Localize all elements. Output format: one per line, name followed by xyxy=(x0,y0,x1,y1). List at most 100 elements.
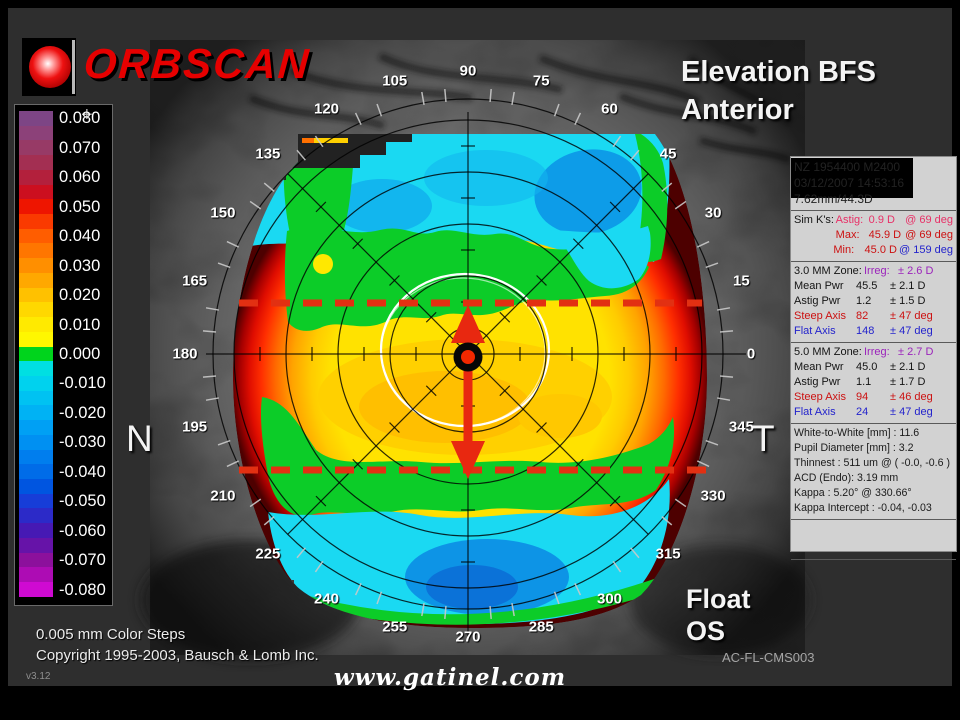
scale-label: -0.040 xyxy=(59,462,106,481)
biometry-line: ACD (Endo): 3.19 mm xyxy=(794,472,899,484)
angle-label-180: 180 xyxy=(172,345,198,363)
scale-band xyxy=(19,199,53,215)
biometry-line: Pupil Diameter [mm] : 3.2 xyxy=(794,442,914,454)
angle-label-120: 120 xyxy=(313,100,340,118)
panel-cell: 45.0 xyxy=(856,361,878,373)
panel-cell: Irreg: xyxy=(864,265,890,277)
scale-band xyxy=(19,508,53,524)
panel-cell: 5.0 MM Zone: xyxy=(794,346,862,358)
scale-band xyxy=(19,434,53,450)
scale-label: -0.060 xyxy=(59,521,106,540)
angle-tick-marks xyxy=(202,88,734,620)
panel-cell: @ 69 deg xyxy=(905,214,953,226)
zone-row: Flat Axis 148 ± 47 deg xyxy=(794,324,953,339)
panel-cell: ± 47 deg xyxy=(890,325,933,337)
scale-band xyxy=(19,449,53,465)
panel-cell: ± 2.1 D xyxy=(890,361,926,373)
scale-band xyxy=(19,464,53,479)
panel-cell: ± 1.7 D xyxy=(890,376,926,388)
panel-cell: 1.2 xyxy=(856,295,872,307)
scale-band xyxy=(19,169,53,185)
zone-section: 5.0 MM Zone: Irreg: ± 2.7 D Mean Pwr 45.0 ± 2… xyxy=(791,343,956,424)
biometry-line: White-to-White [mm] : 11.6 xyxy=(794,427,920,439)
arrow-head-up xyxy=(451,305,485,343)
biometry-line: Kappa Intercept : -0.04, -0.03 xyxy=(794,502,932,514)
data-streak xyxy=(302,138,348,143)
panel-cell: ± 2.1 D xyxy=(890,280,926,292)
zone-title-row: 5.0 MM Zone: Irreg: ± 2.7 D xyxy=(794,345,953,360)
scale-label: 0.020 xyxy=(59,286,101,305)
map-title-line2: Anterior xyxy=(681,94,794,126)
logo-sphere-icon xyxy=(29,46,71,88)
scale-band xyxy=(19,125,53,141)
angle-label-315: 315 xyxy=(655,545,681,563)
panel-cell: Irreg: xyxy=(864,346,890,358)
scale-band xyxy=(19,552,53,568)
simk-row: Min: 45.0 D @ 159 deg xyxy=(794,243,953,258)
brand-name: ORBSCAN xyxy=(82,40,313,87)
panel-cell: Astig Pwr xyxy=(794,376,841,388)
angle-label-285: 285 xyxy=(528,618,554,636)
scale-label: 0.050 xyxy=(59,197,101,216)
sim-k-section: Sim K's: Astig: 0.9 D @ 69 deg Max: 45.9 D @ 6… xyxy=(791,211,956,262)
panel-cell: Steep Axis xyxy=(794,310,846,322)
float-mode-label: Float xyxy=(686,584,751,614)
scale-band xyxy=(19,420,53,435)
angle-label-30: 30 xyxy=(704,204,722,221)
angle-label-330: 330 xyxy=(700,487,726,504)
angle-label-210: 210 xyxy=(210,487,236,504)
zone-row: Mean Pwr 45.0 ± 2.1 D xyxy=(794,360,953,375)
simk-row: Max: 45.9 D @ 69 deg xyxy=(794,228,953,243)
angle-label-165: 165 xyxy=(182,272,208,290)
scale-band xyxy=(19,567,53,582)
simk-row: Sim K's: Astig: 0.9 D @ 69 deg xyxy=(794,213,953,228)
angle-label-195: 195 xyxy=(182,418,208,436)
angle-label-270: 270 xyxy=(455,628,481,646)
angle-label-75: 75 xyxy=(532,72,550,90)
angle-label-255: 255 xyxy=(382,618,408,636)
scale-band xyxy=(19,331,53,347)
zone-row: Mean Pwr 45.5 ± 2.1 D xyxy=(794,279,953,294)
scale-band xyxy=(19,582,53,597)
scale-label: 0.080 xyxy=(59,109,101,128)
scale-band xyxy=(19,361,53,376)
scale-band xyxy=(19,287,53,303)
panel-cell: ± 47 deg xyxy=(890,310,933,322)
zone-row: Flat Axis 24 ± 47 deg xyxy=(794,405,953,420)
exam-datetime: 03/12/2007 14:53:16 xyxy=(794,176,905,190)
panel-cell: Mean Pwr xyxy=(794,280,844,292)
scale-label: -0.080 xyxy=(59,580,106,599)
scale-band xyxy=(19,272,53,288)
exam-id: NZ 1954400 M2400 xyxy=(794,160,901,174)
nasal-label: N xyxy=(126,418,153,459)
scale-band xyxy=(19,214,53,229)
angle-label-135: 135 xyxy=(255,145,281,163)
panel-cell: Flat Axis xyxy=(794,406,836,418)
panel-cell: ± 46 deg xyxy=(890,391,933,403)
scale-band xyxy=(19,111,53,126)
biometry-section: White-to-White [mm] : 11.6 Pupil Diameter… xyxy=(791,424,956,520)
arrow-head-down xyxy=(451,441,485,479)
panel-cell xyxy=(794,243,833,258)
panel-cell: Max: xyxy=(835,229,860,241)
panel-cell: ± 2.7 D xyxy=(898,346,934,358)
panel-cell: 3.0 MM Zone: xyxy=(794,265,862,277)
angle-label-345: 345 xyxy=(728,418,754,436)
panel-cell: Steep Axis xyxy=(794,391,846,403)
scale-band xyxy=(19,405,53,421)
bfs-radius: 7.62mm/44.3D xyxy=(794,192,873,206)
scale-band xyxy=(19,258,53,273)
scale-label: 0.010 xyxy=(59,315,101,334)
angle-label-240: 240 xyxy=(313,590,340,608)
zone-title-row: 3.0 MM Zone: Irreg: ± 2.6 D xyxy=(794,264,953,279)
zone-row: Steep Axis 94 ± 46 deg xyxy=(794,390,953,405)
copyright: Copyright 1995-2003, Bausch & Lomb Inc. xyxy=(36,647,319,664)
biometry-line: Thinnest : 511 um @ ( -0.0, -0.6 ) xyxy=(794,457,950,469)
scale-band xyxy=(19,228,53,244)
zone-row: Astig Pwr 1.1 ± 1.7 D xyxy=(794,375,953,390)
panel-cell: Flat Axis xyxy=(794,325,836,337)
scale-label: 0.070 xyxy=(59,138,101,157)
document-code: AC-FL-CMS003 xyxy=(722,650,815,665)
scale-label: 0.030 xyxy=(59,256,101,275)
panel-spacer xyxy=(791,520,956,560)
